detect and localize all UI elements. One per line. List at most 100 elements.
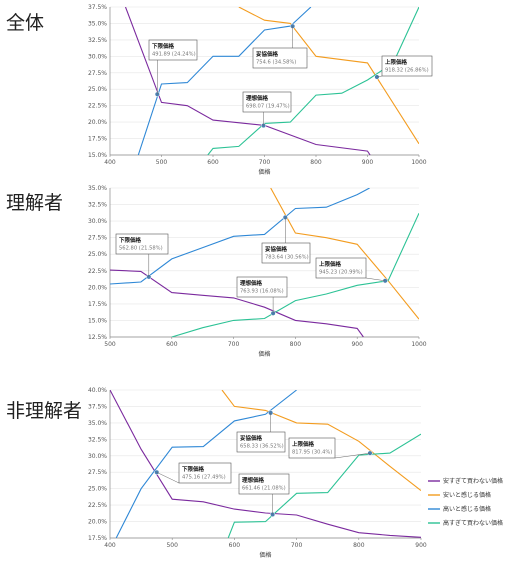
series-group	[110, 390, 421, 538]
annotation-title: 上限価格	[319, 260, 342, 268]
x-tick-label: 600	[229, 542, 241, 549]
annotation-value: 783.64 (30.56%)	[265, 255, 309, 261]
annotation-compromise: 妥協価格 658.33 (36.52%)	[236, 410, 286, 453]
annotation-box	[252, 47, 308, 69]
annotation-value: 698.07 (19.47%)	[246, 104, 290, 110]
annotation-value: 945.23 (20.99%)	[319, 270, 363, 276]
legend-label: 安すぎて買わない価格	[443, 477, 503, 485]
annotation-value: 661.46 (21.08%)	[242, 486, 286, 492]
y-tick-label: 35.0%	[88, 185, 107, 192]
legend-label: 高すぎて買わない価格	[443, 519, 503, 527]
y-tick-label: 22.5%	[88, 103, 107, 110]
y-tick-label: 32.5%	[88, 202, 107, 209]
annotation-title: 妥協価格	[265, 245, 288, 253]
x-tick-label: 500	[156, 159, 168, 166]
series-line-cheap	[221, 390, 421, 492]
annotation-value: 491.89 (24.24%)	[152, 52, 196, 58]
annotation-box	[288, 437, 336, 459]
y-tick-label: 37.5%	[88, 4, 107, 11]
annotation-title: 理想価格	[242, 476, 265, 484]
annotation-title: 下限価格	[152, 42, 175, 50]
annotation-box	[238, 473, 290, 495]
annotation-value: 817.95 (30.4%)	[292, 450, 332, 456]
chart-1: 15.0% 17.5% 20.0% 22.5% 25.0% 27.5% 30.0% 32.5%…	[88, 4, 433, 176]
x-tick-label: 900	[351, 341, 363, 348]
chart-3: 17.5% 20.0% 22.5% 25.0% 27.5% 30.0% 32.5% 35.0%…	[88, 387, 427, 559]
y-tick-label: 30.0%	[88, 53, 107, 60]
annotation-box	[315, 257, 367, 279]
annotation-leader	[365, 277, 386, 282]
y-tick-label: 15.0%	[88, 317, 107, 324]
x-axis-label: 価格	[258, 168, 270, 176]
annotation-ideal: 理想価格 698.07 (19.47%)	[242, 91, 292, 129]
annotation-title: 上限価格	[385, 58, 408, 66]
y-tick-label: 15.0%	[88, 152, 107, 159]
annotation-leader	[156, 472, 180, 484]
annotation-title: 理想価格	[240, 279, 263, 287]
y-tick-label: 40.0%	[88, 387, 107, 394]
chart-title-understanders: 理解者	[6, 192, 64, 214]
x-tick-label: 1000	[411, 159, 426, 166]
annotation-ideal: 理想価格 763.93 (16.08%)	[236, 276, 288, 316]
annotation-compromise: 妥協価格 754.6 (34.58%)	[252, 23, 308, 69]
series-line-expensive	[110, 188, 370, 285]
annotation-value: 475.16 (27.49%)	[182, 475, 226, 481]
series-line-cheap	[270, 188, 419, 320]
y-tick-label: 30.0%	[88, 453, 107, 460]
series-line-too-expensive	[171, 212, 419, 337]
x-tick-label: 700	[259, 159, 271, 166]
y-tick-label: 27.5%	[88, 70, 107, 77]
annotation-title: 上限価格	[292, 440, 315, 448]
annotation-ideal: 理想価格 661.46 (21.08%)	[238, 473, 290, 518]
x-tick-label: 900	[415, 542, 427, 549]
series-line-too-cheap	[110, 269, 364, 337]
annotation-compromise: 妥協価格 783.64 (30.56%)	[261, 214, 311, 264]
annotation-title: 理想価格	[246, 94, 269, 102]
y-tick-label: 27.5%	[88, 469, 107, 476]
y-tick-label: 35.0%	[88, 420, 107, 427]
chart-title-non-understanders: 非理解者	[6, 400, 83, 422]
annotation-leader	[376, 75, 383, 78]
chart-title-overall: 全体	[6, 12, 45, 34]
x-tick-label: 900	[362, 159, 374, 166]
annotation-box	[236, 431, 286, 453]
y-tick-label: 17.5%	[88, 535, 107, 542]
y-tick-label: 37.5%	[88, 403, 107, 410]
y-tick-label: 25.0%	[88, 86, 107, 93]
x-tick-label: 600	[166, 341, 178, 348]
x-tick-label: 600	[207, 159, 219, 166]
x-tick-label: 700	[228, 341, 240, 348]
series-line-expensive	[115, 390, 297, 538]
legend-label: 安いと感じる価格	[443, 491, 491, 499]
annotation-box	[178, 462, 232, 484]
y-tick-label: 35.0%	[88, 20, 107, 27]
x-tick-label: 800	[290, 341, 302, 348]
y-tick-label: 27.5%	[88, 235, 107, 242]
y-tick-label: 32.5%	[88, 436, 107, 443]
annotation-title: 妥協価格	[256, 50, 279, 58]
x-axis-label: 価格	[258, 350, 270, 358]
annotation-title: 下限価格	[119, 236, 142, 244]
x-tick-label: 400	[104, 542, 116, 549]
annotation-box	[261, 242, 311, 264]
annotation-lower-limit: 下限価格 562.80 (21.58%)	[115, 233, 169, 280]
y-tick-label: 32.5%	[88, 37, 107, 44]
y-tick-label: 25.0%	[88, 486, 107, 493]
annotation-upper-limit: 上限価格 817.95 (30.4%)	[288, 437, 373, 459]
y-tick-label: 30.0%	[88, 218, 107, 225]
chart-2: 12.5% 15.0% 17.5% 20.0% 22.5% 25.0% 27.5% 30.0%…	[88, 185, 427, 358]
x-tick-label: 800	[310, 159, 322, 166]
annotation-value: 918.32 (26.86%)	[385, 68, 429, 74]
series-group	[110, 188, 419, 337]
x-axis-label: 価格	[259, 551, 271, 559]
annotation-lower-limit: 下限価格 491.89 (24.24%)	[148, 39, 198, 97]
y-tick-label: 12.5%	[88, 334, 107, 341]
series-line-expensive	[137, 7, 312, 155]
x-tick-label: 1000	[411, 341, 426, 348]
legend-label: 高いと感じる価格	[443, 505, 491, 513]
annotation-value: 754.6 (34.58%)	[256, 60, 296, 66]
annotation-upper-limit: 上限価格 918.32 (26.86%)	[374, 55, 433, 80]
x-tick-label: 500	[104, 341, 116, 348]
y-tick-label: 22.5%	[88, 268, 107, 275]
